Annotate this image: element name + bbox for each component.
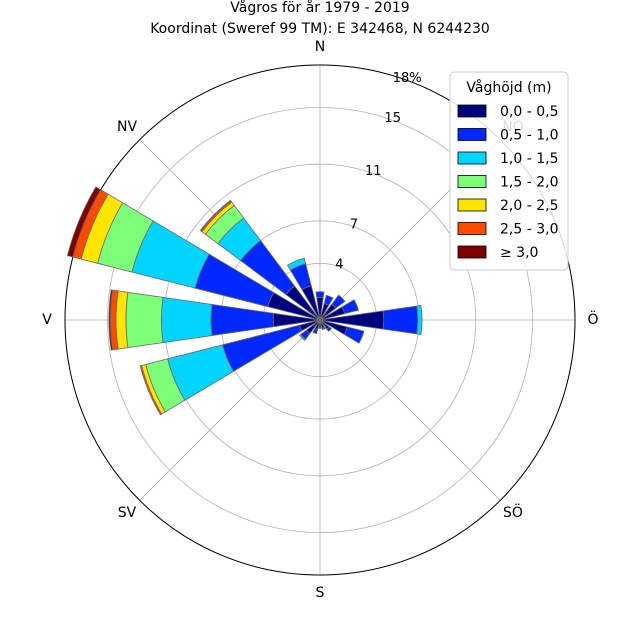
bar-dir14-bin6 [199, 199, 232, 232]
legend-swatch-0 [457, 104, 487, 118]
legend: Våghöjd (m) 0,0 - 0,5 0,5 - 1,0 1,0 - 1,5 1,… [449, 71, 569, 271]
radial-tick-label-2: 11 [365, 164, 382, 179]
bar-dir4-bin1 [382, 305, 419, 335]
direction-label-2: V [42, 312, 52, 328]
bar-dir8-bin1 [318, 326, 322, 329]
direction-label-6: Ö [587, 310, 598, 328]
direction-label-1: NV [117, 119, 137, 135]
direction-label-5: SÖ [503, 503, 523, 521]
bar-dir9-bin1 [312, 327, 319, 335]
legend-label-5: 2,5 - 3,0 [500, 222, 558, 238]
legend-label-3: 1,5 - 2,0 [500, 175, 558, 191]
rose-bars [66, 186, 423, 416]
bar-dir12-bin2 [161, 296, 213, 344]
radial-tick-label-0: 4 [335, 257, 343, 272]
bar-dir2-bin1 [331, 294, 346, 309]
bar-dir12-bin6 [108, 289, 113, 351]
legend-label-6: ≥ 3,0 [500, 245, 538, 261]
bar-dir11-bin5 [139, 365, 163, 416]
grid-spoke-3 [319, 319, 501, 501]
bar-dir12-bin4 [115, 290, 129, 350]
bar-dir4-bin0 [319, 310, 385, 330]
legend-box [449, 71, 569, 271]
bar-dir5-bin1 [343, 326, 365, 344]
legend-swatch-4 [457, 198, 487, 212]
bar-dir1-bin1 [323, 294, 334, 306]
grid-spoke-5 [139, 319, 321, 501]
direction-label-3: SV [118, 505, 137, 521]
bar-dir15-bin2 [286, 257, 307, 271]
bar-dir12-bin0 [272, 312, 321, 328]
legend-swatch-6 [457, 245, 487, 259]
bar-dir0-bin1 [315, 291, 325, 299]
bar-dir3-bin1 [341, 299, 359, 315]
legend-swatch-2 [457, 151, 487, 165]
radial-tick-label-1: 7 [350, 217, 358, 232]
bar-dir13-bin6 [66, 186, 102, 258]
legend-swatch-5 [457, 222, 487, 235]
bar-dir10-bin2 [299, 333, 307, 341]
legend-label-0: 0,0 - 0,5 [500, 104, 558, 120]
radial-tick-label-3: 15 [384, 111, 401, 126]
legend-label-2: 1,0 - 1,5 [500, 151, 558, 167]
legend-swatch-3 [457, 175, 487, 188]
bar-dir7-bin1 [321, 326, 326, 331]
bar-dir12-bin3 [125, 291, 164, 349]
bar-dir6-bin1 [326, 326, 332, 332]
chart-subtitle: Koordinat (Sweref 99 TM): E 342468, N 62… [150, 21, 490, 37]
chart-title: Vågros för år 1979 - 2019 [230, 0, 409, 16]
direction-label-0: N [315, 39, 325, 55]
radial-tick-label-4: 18% [393, 71, 422, 86]
direction-label-4: S [316, 585, 325, 601]
bar-dir4-bin2 [416, 304, 423, 336]
legend-label-1: 0,5 - 1,0 [500, 128, 558, 144]
legend-swatch-1 [457, 128, 487, 141]
legend-title: Våghöjd (m) [466, 79, 551, 96]
polar-frame [64, 64, 576, 576]
legend-label-4: 2,0 - 2,5 [500, 198, 558, 214]
